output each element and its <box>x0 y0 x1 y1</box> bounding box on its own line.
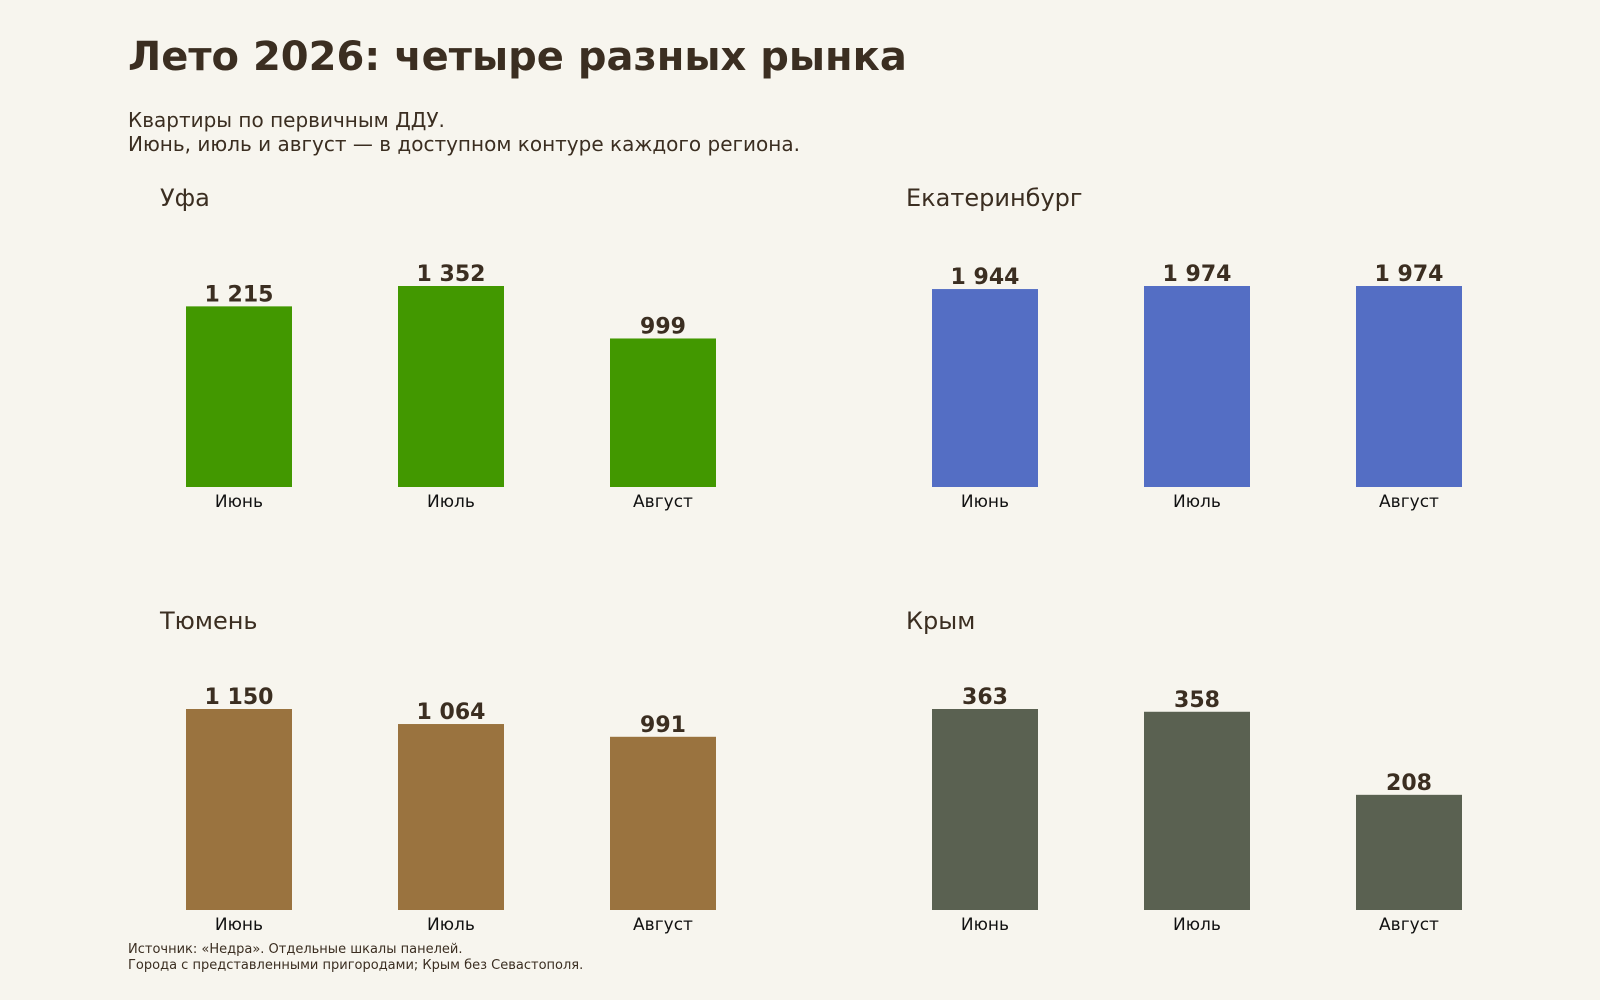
bar-ekaterinburg-2 <box>1144 286 1250 487</box>
value-label-tyumen-3: 991 <box>640 713 686 738</box>
bar-ekaterinburg-3 <box>1356 286 1462 487</box>
chart-svg-ekaterinburg: Екатеринбург 1 944 Июнь 1 974 Июль 1 974 Авгус… <box>906 184 1462 512</box>
value-label-ekaterinburg-3: 1 974 <box>1375 262 1444 287</box>
bar-crimea-1 <box>932 709 1038 910</box>
category-label-crimea-1: Июнь <box>961 915 1009 935</box>
value-label-tyumen-2: 1 064 <box>417 700 486 725</box>
category-label-ufa-3: Август <box>633 492 693 512</box>
value-label-ekaterinburg-1: 1 944 <box>951 265 1020 290</box>
bar-tyumen-1 <box>186 709 292 910</box>
bar-crimea-3 <box>1356 794 1462 910</box>
page-title: Лето 2026: четыре разных рынка <box>128 34 907 80</box>
category-label-crimea-3: Август <box>1379 915 1439 935</box>
value-label-tyumen-1: 1 150 <box>205 685 274 710</box>
bar-ufa-2 <box>398 286 504 487</box>
chart-panel-ekaterinburg: Екатеринбург 1 944 Июнь 1 974 Июль 1 974 Авгус… <box>874 170 1514 550</box>
value-label-ufa-1: 1 215 <box>205 282 274 307</box>
category-label-tyumen-3: Август <box>633 915 693 935</box>
panel-title-ufa: Уфа <box>160 184 210 212</box>
category-label-ekaterinburg-1: Июнь <box>961 492 1009 512</box>
value-label-ufa-2: 1 352 <box>417 262 486 287</box>
category-label-ufa-2: Июль <box>427 492 475 512</box>
value-label-ufa-3: 999 <box>640 314 686 339</box>
bar-tyumen-2 <box>398 724 504 910</box>
category-label-tyumen-1: Июнь <box>215 915 263 935</box>
chart-panel-crimea: Крым 363 Июнь 358 Июль 208 Август <box>874 593 1514 973</box>
subtitle-line-2: Июнь, июль и август — в доступном контур… <box>128 132 800 156</box>
category-label-ekaterinburg-2: Июль <box>1173 492 1221 512</box>
bar-ekaterinburg-1 <box>932 289 1038 487</box>
bar-tyumen-3 <box>610 736 716 910</box>
bar-ufa-3 <box>610 338 716 487</box>
category-label-tyumen-2: Июль <box>427 915 475 935</box>
category-label-crimea-2: Июль <box>1173 915 1221 935</box>
bar-crimea-2 <box>1144 711 1250 910</box>
category-label-ufa-1: Июнь <box>215 492 263 512</box>
chart-panel-tyumen: Тюмень 1 150 Июнь 1 064 Июль 991 Август <box>128 593 768 973</box>
subtitle-line-1: Квартиры по первичным ДДУ. <box>128 108 445 132</box>
panel-title-crimea: Крым <box>906 607 975 635</box>
chart-svg-ufa: Уфа 1 215 Июнь 1 352 Июль 999 Август <box>160 184 716 512</box>
value-label-ekaterinburg-2: 1 974 <box>1163 262 1232 287</box>
panel-title-tyumen: Тюмень <box>159 607 258 635</box>
panel-title-ekaterinburg: Екатеринбург <box>906 184 1082 212</box>
bar-ufa-1 <box>186 306 292 487</box>
value-label-crimea-1: 363 <box>962 685 1008 710</box>
value-label-crimea-3: 208 <box>1386 771 1432 796</box>
source-line-1: Источник: «Недра». Отдельные шкалы панел… <box>128 942 463 957</box>
source-line-2: Города с представленными пригородами; Кр… <box>128 958 584 973</box>
value-label-crimea-2: 358 <box>1174 688 1220 713</box>
page-subtitle: Квартиры по первичным ДДУ. Июнь, июль и … <box>128 108 800 156</box>
chart-svg-tyumen: Тюмень 1 150 Июнь 1 064 Июль 991 Август <box>159 607 716 935</box>
category-label-ekaterinburg-3: Август <box>1379 492 1439 512</box>
chart-svg-crimea: Крым 363 Июнь 358 Июль 208 Август <box>906 607 1462 935</box>
source-note: Источник: «Недра». Отдельные шкалы панел… <box>128 942 583 974</box>
chart-panel-ufa: Уфа 1 215 Июнь 1 352 Июль 999 Август <box>128 170 768 550</box>
